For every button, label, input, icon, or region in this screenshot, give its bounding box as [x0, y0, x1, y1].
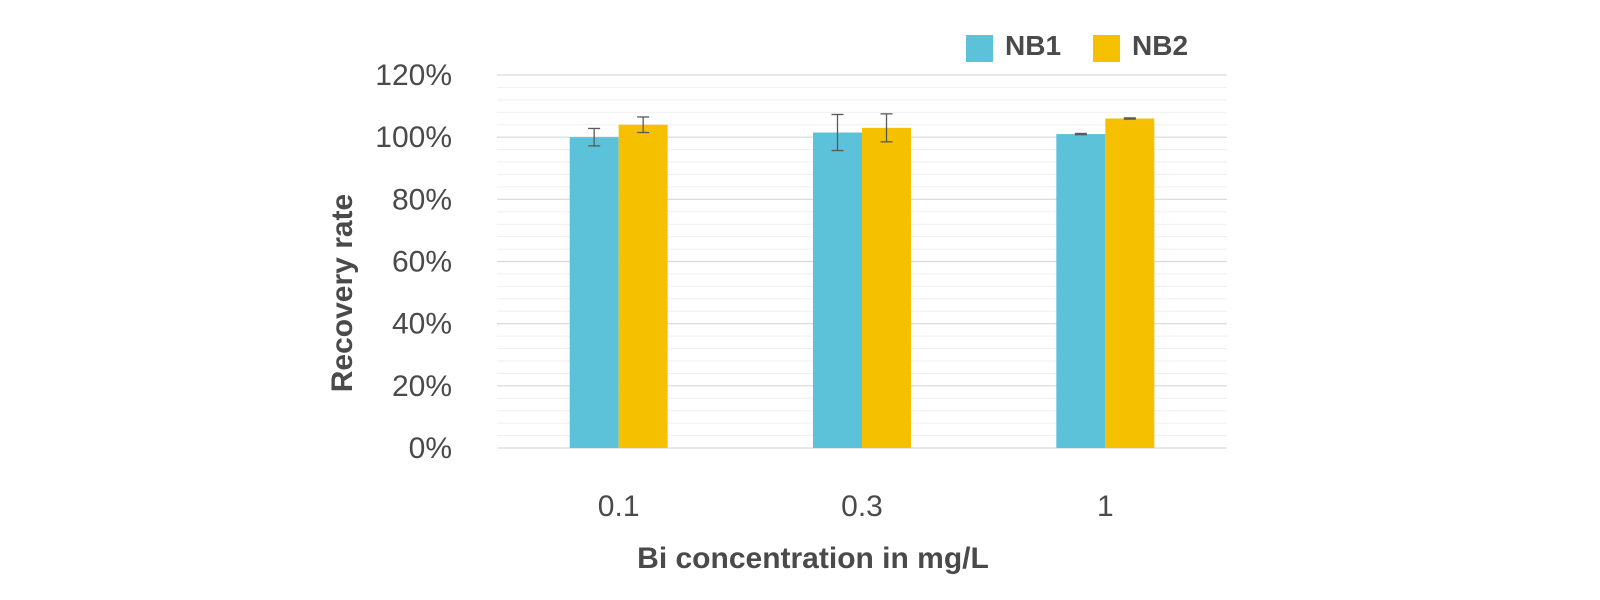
y-axis-tick-labels: 0% 20% 40% 60% 80% 100% 120% — [375, 59, 452, 465]
bar-nb2-1 — [1105, 118, 1155, 449]
legend-item-nb1: NB1 — [966, 30, 1061, 62]
legend-swatch-nb1 — [966, 35, 993, 62]
bar-nb2-0.1 — [618, 124, 668, 448]
error-bar-nb2-1 — [1123, 117, 1136, 120]
error-bar-nb2-0.1 — [637, 116, 650, 134]
error-bar-nb2-0.3 — [880, 113, 893, 143]
y-tick-label: 20% — [392, 370, 452, 403]
error-bars — [588, 113, 1136, 152]
legend: NB1 NB2 — [966, 30, 1188, 62]
y-axis-title: Recovery rate — [326, 194, 359, 392]
legend-item-nb2: NB2 — [1093, 30, 1188, 62]
error-bar-nb1-0.1 — [588, 127, 601, 147]
bars — [569, 118, 1155, 449]
y-tick-label: 60% — [392, 246, 452, 279]
bar-nb1-0.3 — [813, 132, 862, 449]
legend-label-nb1: NB1 — [1005, 30, 1061, 61]
legend-label-nb2: NB2 — [1132, 30, 1188, 61]
x-tick-label: 0.1 — [598, 490, 640, 523]
y-tick-label: 80% — [392, 183, 452, 216]
error-bar-nb1-0.3 — [831, 113, 844, 152]
y-tick-label: 100% — [375, 121, 452, 154]
bar-nb1-1 — [1056, 134, 1106, 448]
x-tick-label: 0.3 — [841, 490, 883, 523]
x-tick-label: 1 — [1097, 490, 1114, 523]
bar-nb2-0.3 — [862, 127, 911, 448]
bar-nb1-0.1 — [569, 137, 619, 448]
error-bar-nb1-1 — [1074, 132, 1087, 136]
x-axis-title: Bi concentration in mg/L — [637, 542, 989, 575]
x-axis-tick-labels: 0.1 0.3 1 — [598, 490, 1114, 523]
y-tick-label: 40% — [392, 308, 452, 341]
y-tick-label: 0% — [409, 432, 452, 465]
legend-swatch-nb2 — [1093, 35, 1120, 62]
y-tick-label: 120% — [375, 59, 452, 92]
